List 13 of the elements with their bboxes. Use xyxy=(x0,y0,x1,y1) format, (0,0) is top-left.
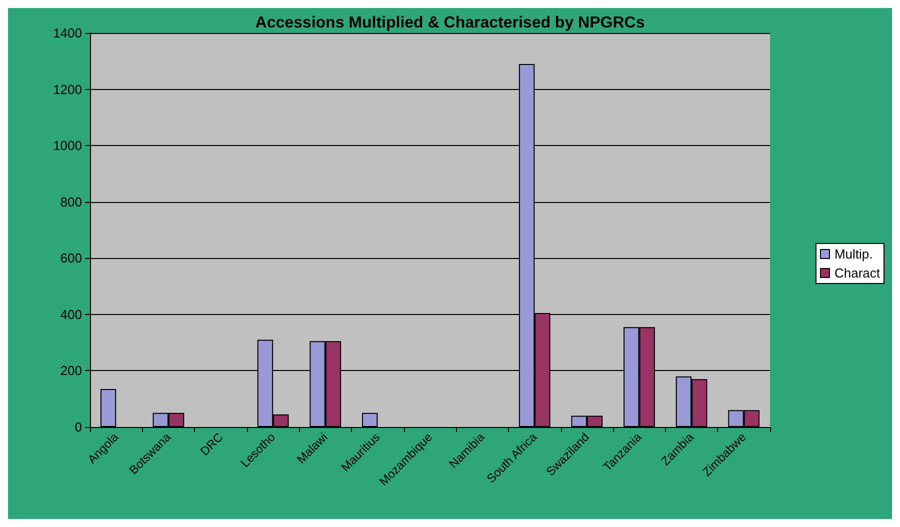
y-tick-label: 600 xyxy=(60,250,82,266)
y-tick-label: 0 xyxy=(74,420,82,434)
y-tick-label: 200 xyxy=(60,363,82,378)
bar xyxy=(100,389,116,427)
legend-label: Multip. xyxy=(834,246,873,262)
bar xyxy=(362,412,378,427)
y-tick-label: 800 xyxy=(60,194,82,210)
y-tick-label: 1400 xyxy=(53,26,82,40)
legend-label: Charact xyxy=(834,266,880,280)
chart-title: Accessions Multiplied & Characterised by NPGRCs xyxy=(255,14,645,32)
y-tick-label: 400 xyxy=(60,306,82,322)
y-tick-label: 1200 xyxy=(53,82,82,97)
y-tick-label: 1000 xyxy=(53,138,82,154)
